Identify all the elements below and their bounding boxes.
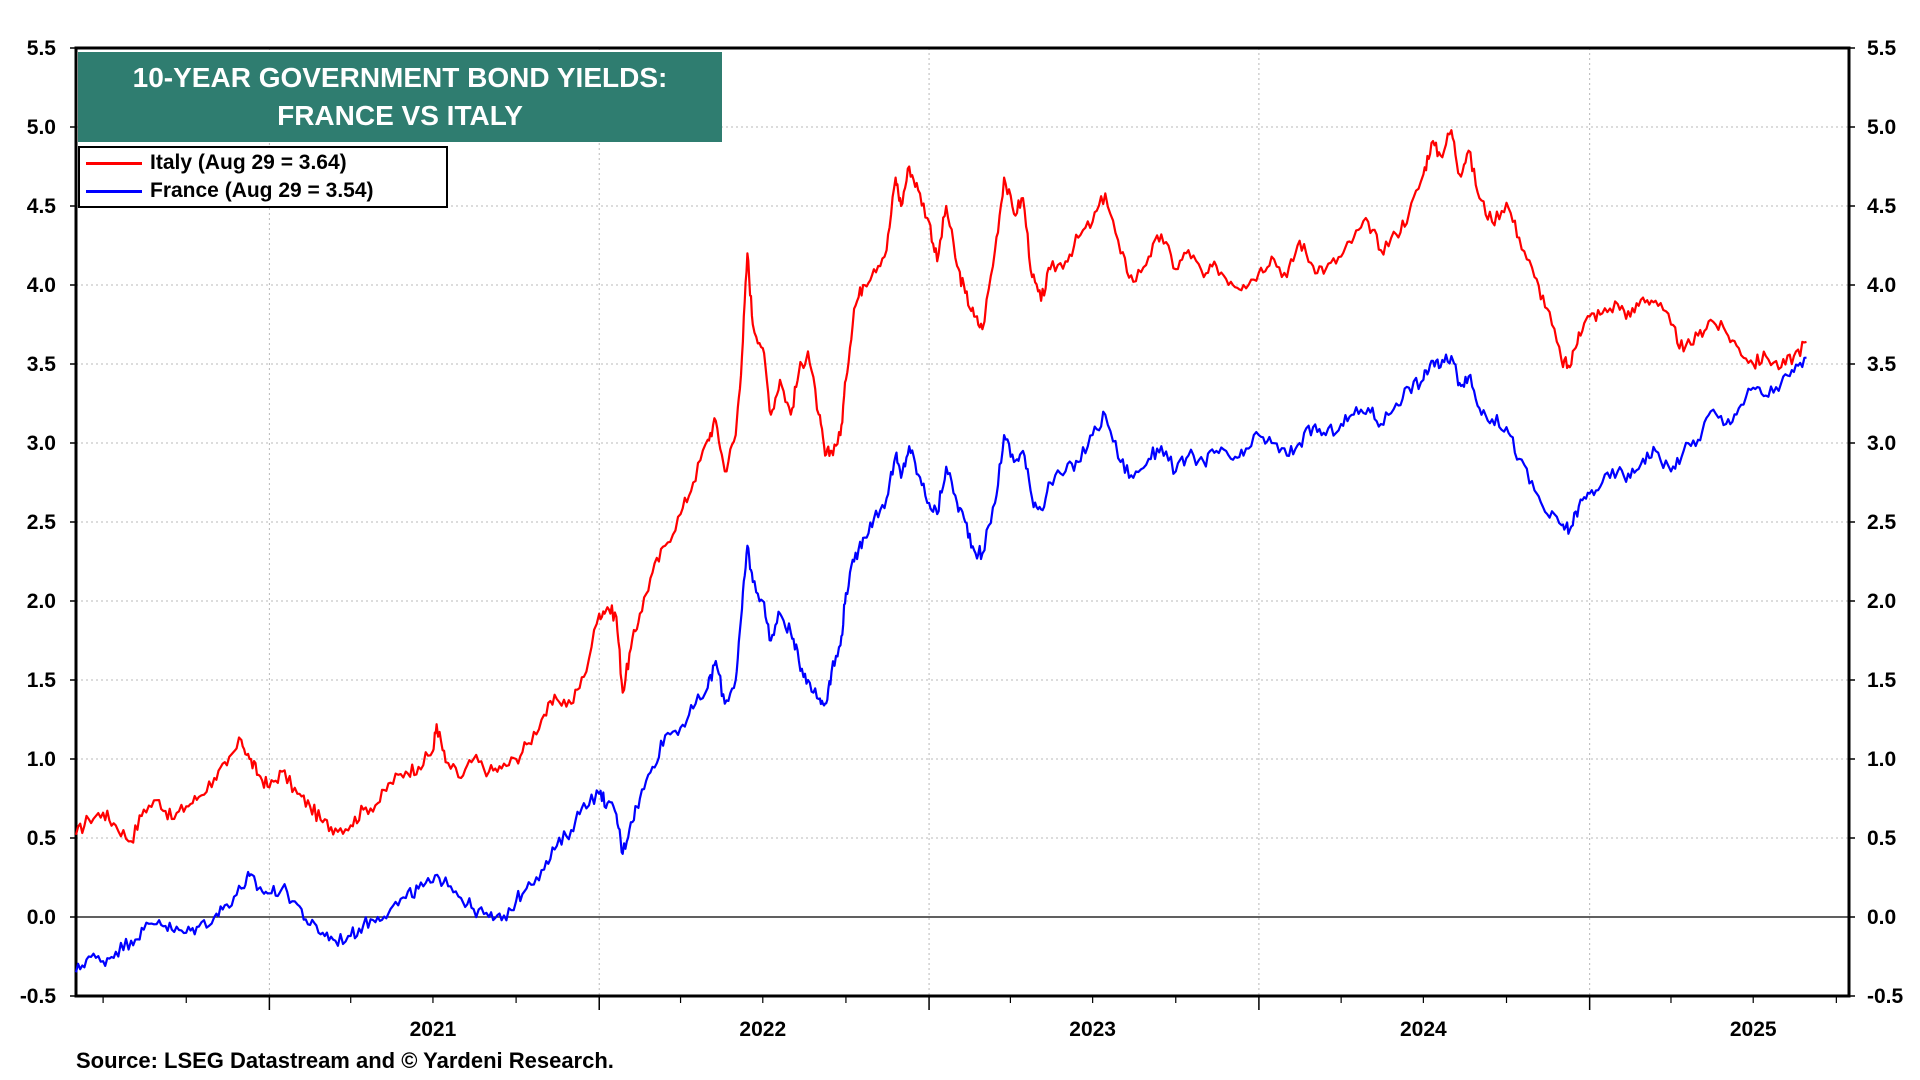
x-tick-label: 2021 <box>410 1018 457 1041</box>
grid-lines <box>76 48 1849 996</box>
y-tick-label-left: 3.5 <box>27 353 57 376</box>
y-tick-label-right: 2.0 <box>1867 590 1896 613</box>
y-tick-label-right: 1.5 <box>1867 669 1897 692</box>
y-tick-label-left: -0.5 <box>20 985 57 1008</box>
legend-label-italy: Italy (Aug 29 = 3.64) <box>150 151 347 174</box>
y-axis-left: 5.5 5.0 4.5 4.0 3.5 3.0 2.5 2.0 1.5 1.0 0.5 0.0 -0.5 <box>20 37 76 1008</box>
y-tick-label-right: 0.0 <box>1867 906 1896 929</box>
y-tick-label-left: 4.5 <box>27 195 57 218</box>
chart-title: 10-YEAR GOVERNMENT BOND YIELDS: <box>132 62 668 93</box>
legend-swatch-france <box>86 189 142 193</box>
x-tick-label: 2025 <box>1730 1018 1777 1041</box>
y-tick-label-right: 5.0 <box>1867 116 1896 139</box>
x-axis: 2021 2022 2023 2024 2025 <box>102 996 1837 1041</box>
series-lines <box>74 129 1807 973</box>
x-tick-label: 2024 <box>1400 1018 1447 1041</box>
y-tick-label-right: 3.0 <box>1867 432 1896 455</box>
y-tick-label-left: 5.0 <box>27 116 56 139</box>
x-tick-label: 2023 <box>1069 1018 1116 1041</box>
y-tick-label-left: 0.0 <box>27 906 56 929</box>
y-tick-label-left: 5.5 <box>27 37 57 60</box>
y-tick-label-left: 2.0 <box>27 590 56 613</box>
legend: Italy (Aug 29 = 3.64) France (Aug 29 = 3… <box>78 146 448 208</box>
y-tick-label-right: 4.5 <box>1867 195 1897 218</box>
y-tick-label-left: 4.0 <box>27 274 56 297</box>
y-axis-right: 5.5 5.0 4.5 4.0 3.5 3.0 2.5 2.0 1.5 1.0 0.5 0.0 -0.5 <box>1849 37 1904 1008</box>
y-tick-label-left: 2.5 <box>27 511 57 534</box>
chart-subtitle: FRANCE VS ITALY <box>277 100 523 131</box>
y-tick-label-left: 3.0 <box>27 432 56 455</box>
legend-label-france: France (Aug 29 = 3.54) <box>150 179 374 202</box>
legend-item-italy: Italy (Aug 29 = 3.64) <box>80 150 347 176</box>
x-tick-label: 2022 <box>739 1018 786 1041</box>
y-tick-label-left: 0.5 <box>27 827 57 850</box>
series-line-italy <box>74 129 1807 844</box>
source-note: Source: LSEG Datastream and © Yardeni Re… <box>76 1048 614 1073</box>
y-tick-label-right: 1.0 <box>1867 748 1896 771</box>
legend-item-france: France (Aug 29 = 3.54) <box>80 178 374 204</box>
y-tick-label-right: 2.5 <box>1867 511 1897 534</box>
legend-swatch-italy <box>86 161 142 165</box>
y-tick-label-right: 3.5 <box>1867 353 1897 376</box>
y-tick-label-right: 5.5 <box>1867 37 1897 60</box>
y-tick-label-right: 0.5 <box>1867 827 1897 850</box>
chart-title-box: 10-YEAR GOVERNMENT BOND YIELDS: FRANCE V… <box>78 52 722 142</box>
y-tick-label-right: 4.0 <box>1867 274 1896 297</box>
y-tick-label-right: -0.5 <box>1867 985 1904 1008</box>
y-tick-label-left: 1.0 <box>27 748 56 771</box>
y-tick-label-left: 1.5 <box>27 669 57 692</box>
series-line-france <box>74 353 1807 973</box>
